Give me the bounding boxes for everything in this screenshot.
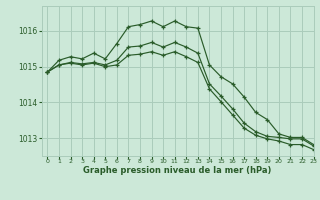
X-axis label: Graphe pression niveau de la mer (hPa): Graphe pression niveau de la mer (hPa) <box>84 166 272 175</box>
